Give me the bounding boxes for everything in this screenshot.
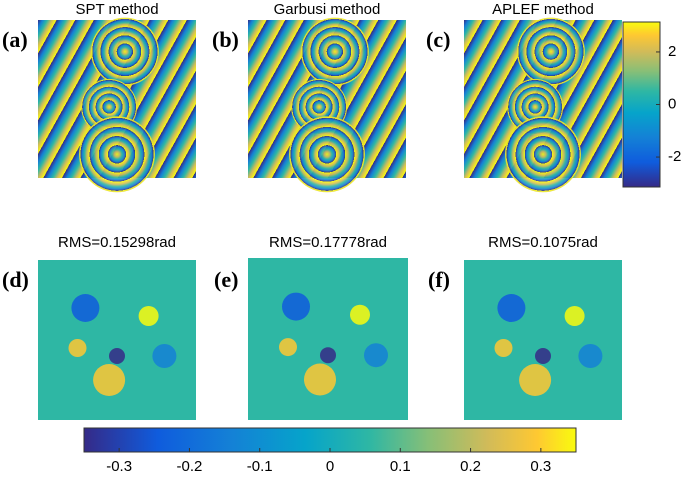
panel-label: (f): [428, 267, 450, 292]
colorbar: [622, 21, 661, 188]
panel-label: (e): [214, 267, 238, 292]
colorbar-tick-label: -2: [668, 148, 681, 165]
error-blob: [279, 338, 297, 357]
phase-rings: [505, 116, 581, 193]
panel-label: (c): [426, 27, 450, 52]
colorbar-tick-label: 0.3: [530, 458, 551, 475]
error-blob: [304, 363, 336, 396]
panel-label: (d): [2, 267, 29, 292]
panel-title: RMS=0.17778rad: [269, 234, 387, 251]
error-image: [38, 260, 196, 420]
panel-label: (a): [2, 27, 28, 52]
error-blob: [535, 348, 551, 364]
error-blob: [152, 344, 177, 368]
colorbar-tick-label: -0.1: [247, 458, 273, 475]
phase-rings: [79, 116, 155, 193]
error-blob: [578, 344, 603, 368]
error-image: [248, 258, 408, 420]
colorbar-tick-label: 0.1: [390, 458, 411, 475]
colorbar-tick-label: 0.2: [460, 458, 481, 475]
error-blob: [71, 294, 100, 322]
image-panels: [38, 17, 622, 420]
panel-title: SPT method: [75, 1, 158, 18]
phase-rings: [516, 17, 585, 86]
panel-title: RMS=0.15298rad: [58, 234, 176, 251]
error-blob: [320, 347, 336, 364]
panel-title: Garbusi method: [274, 1, 381, 18]
error-blob: [109, 348, 125, 364]
error-blob: [494, 339, 513, 357]
error-blob: [519, 364, 552, 396]
error-blob: [350, 304, 370, 325]
panel-title: RMS=0.1075rad: [488, 234, 598, 251]
phase-rings: [90, 17, 159, 86]
error-blob: [68, 339, 87, 357]
panel-label: (b): [212, 27, 239, 52]
error-blob: [364, 343, 388, 368]
error-blob: [93, 364, 126, 396]
error-blob: [282, 292, 310, 321]
panel-title: APLEF method: [492, 1, 594, 18]
colorbar-tick-label: -0.3: [106, 458, 132, 475]
colorbar-tick-label: -0.2: [176, 458, 202, 475]
phase-rings: [289, 116, 365, 193]
error-blob: [138, 306, 159, 326]
colorbar-tick-label: 0: [326, 458, 334, 475]
colorbar-tick-label: 2: [668, 43, 676, 60]
error-blob: [564, 306, 585, 326]
error-blob: [497, 294, 526, 322]
phase-rings: [300, 17, 369, 86]
colorbar-tick-label: 0: [668, 95, 676, 112]
error-image: [464, 260, 622, 420]
